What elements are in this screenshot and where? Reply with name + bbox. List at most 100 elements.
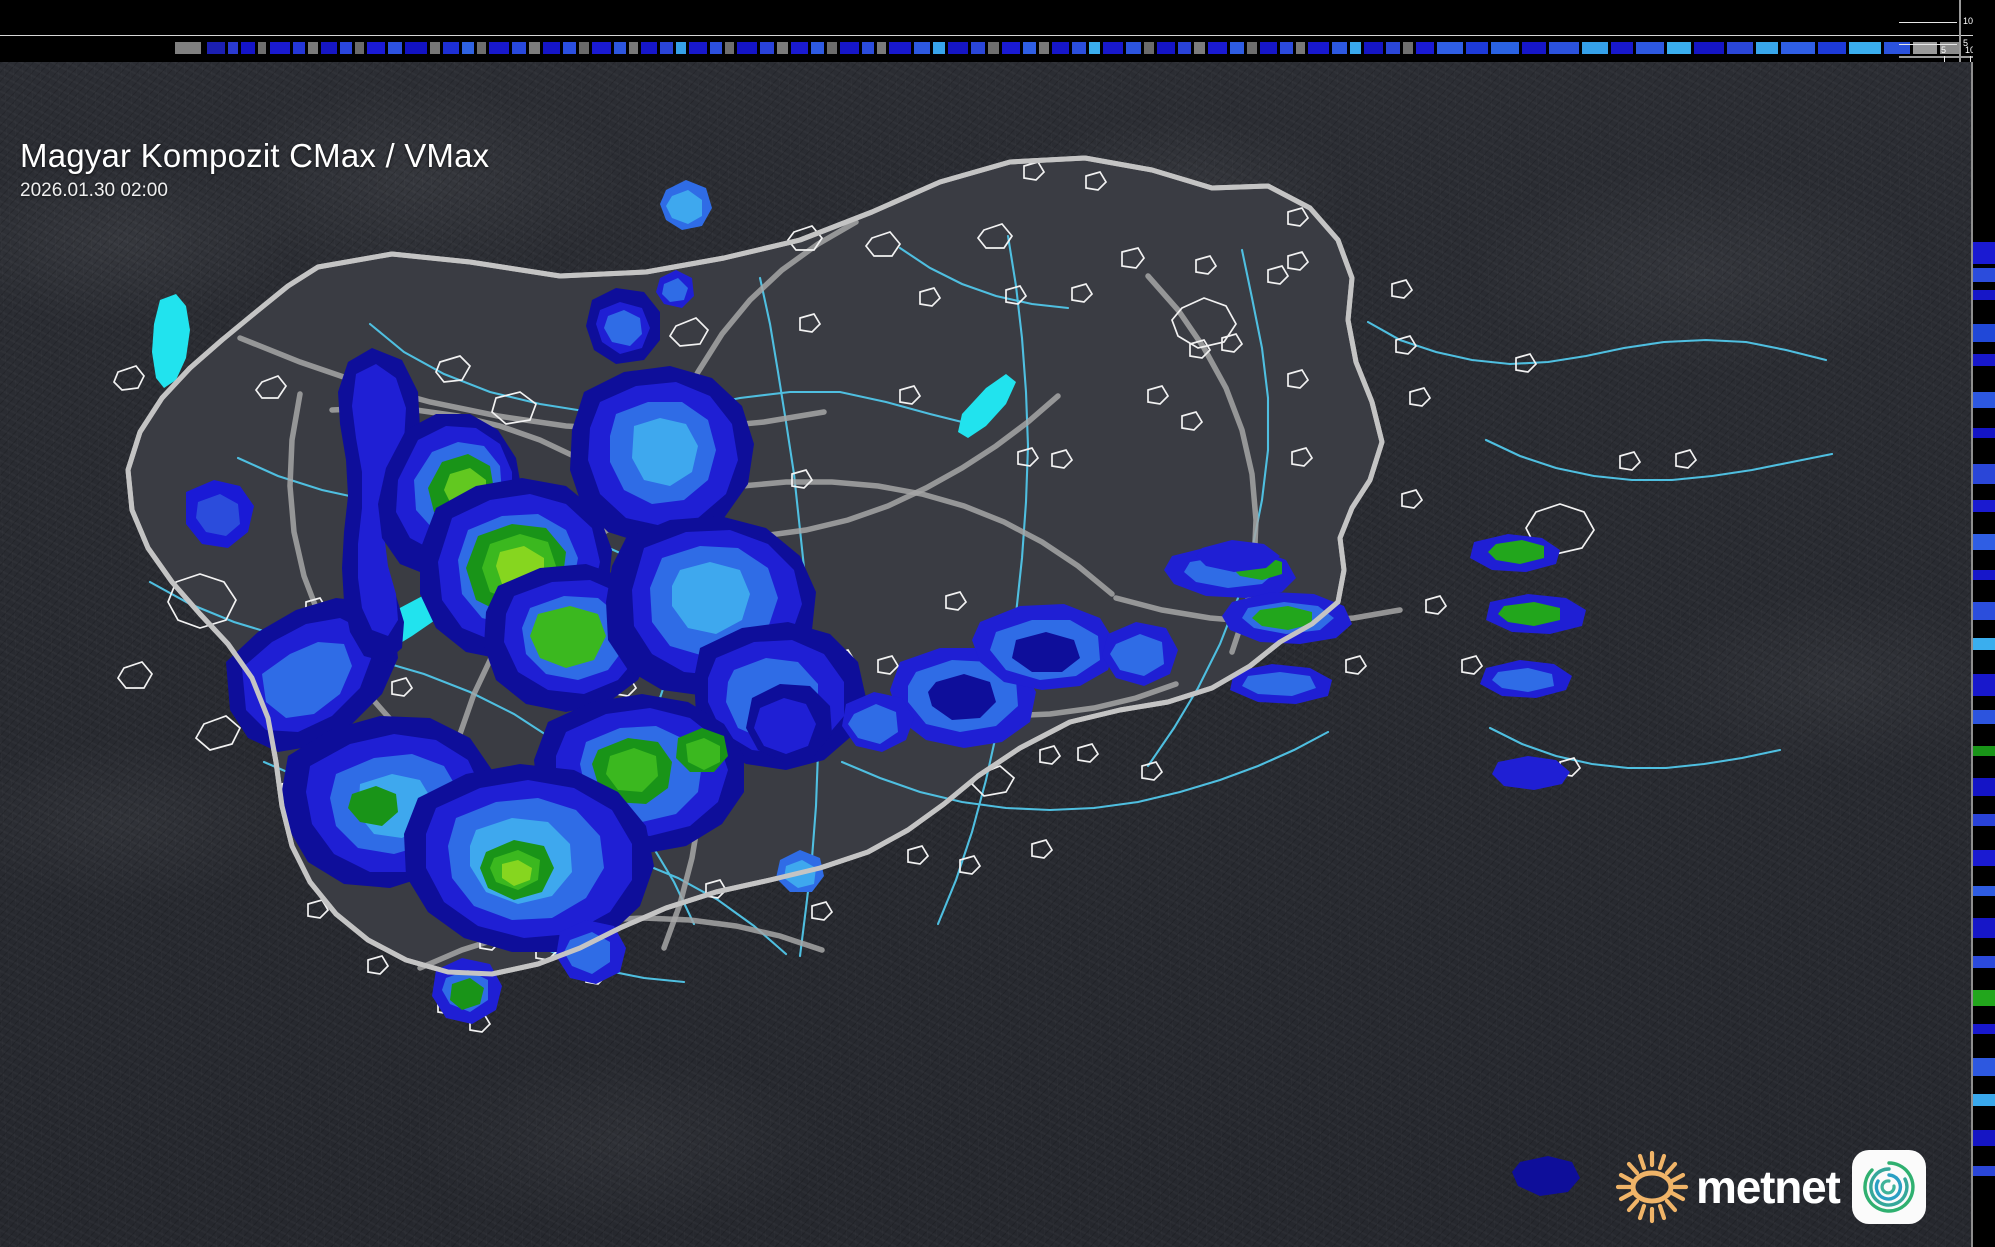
timeline-segment-33[interactable] [737,42,757,54]
timeline-segment-36[interactable] [791,42,808,54]
timeline-segment-62[interactable] [1247,42,1257,54]
timeline-segment-71[interactable] [1403,42,1413,54]
timeline-segment-78[interactable] [1582,42,1608,54]
timeline-segment-10[interactable] [355,42,364,54]
timeline-segment-58[interactable] [1178,42,1191,54]
timeline-segment-11[interactable] [367,42,385,54]
timeline-segment-22[interactable] [563,42,576,54]
timeline-segment-2[interactable] [228,42,238,54]
timeline-segment-82[interactable] [1694,42,1724,54]
timeline-segment-69[interactable] [1364,42,1383,54]
timeline-segment-88[interactable] [1884,42,1910,54]
timeline-segment-29[interactable] [676,42,686,54]
timeline-segment-75[interactable] [1491,42,1519,54]
timeline-segment-6[interactable] [293,42,305,54]
timeline-segment-50[interactable] [1039,42,1049,54]
timeline-segment-63[interactable] [1260,42,1277,54]
timeline-segment-83[interactable] [1727,42,1753,54]
range-strip-segment-24 [1973,1058,1995,1076]
timeline-segment-24[interactable] [592,42,611,54]
timeline-segment-17[interactable] [477,42,486,54]
timeline-segment-13[interactable] [405,42,427,54]
timeline-segment-31[interactable] [710,42,722,54]
timeline-segment-1[interactable] [207,42,225,54]
timeline-segment-5[interactable] [270,42,290,54]
timeline-segment-84[interactable] [1756,42,1778,54]
timeline-segment-18[interactable] [489,42,509,54]
timeline-segment-34[interactable] [760,42,774,54]
timeline-segment-0[interactable] [175,42,201,54]
timeline-segment-25[interactable] [614,42,626,54]
timeline-segment-68[interactable] [1350,42,1361,54]
timeline-segment-54[interactable] [1103,42,1123,54]
timeline-segment-65[interactable] [1296,42,1305,54]
timeline-segment-43[interactable] [914,42,930,54]
timeline-segment-12[interactable] [388,42,402,54]
timeline-segment-42[interactable] [889,42,911,54]
timeline-segment-51[interactable] [1052,42,1069,54]
timeline-segment-61[interactable] [1230,42,1244,54]
metnet-app-icon[interactable] [1851,1150,1926,1224]
timeline-segment-19[interactable] [512,42,526,54]
timeline-segment-49[interactable] [1023,42,1036,54]
timeline-segment-30[interactable] [689,42,707,54]
animation-timeline-strip[interactable] [0,36,1995,60]
timeline-segment-47[interactable] [988,42,999,54]
vertical-range-strip[interactable] [1973,62,1995,1247]
timeline-segment-79[interactable] [1611,42,1633,54]
timeline-segment-27[interactable] [641,42,657,54]
mini-plot-xtick-5 [1944,56,1945,62]
timeline-segment-73[interactable] [1437,42,1463,54]
timeline-segment-90[interactable] [1940,42,1960,54]
timeline-segment-9[interactable] [340,42,352,54]
timeline-segment-35[interactable] [777,42,788,54]
timeline-segment-28[interactable] [660,42,673,54]
timeline-segment-37[interactable] [811,42,824,54]
timeline-segment-67[interactable] [1332,42,1347,54]
timeline-segment-26[interactable] [629,42,638,54]
timeline-segment-60[interactable] [1208,42,1227,54]
timeline-segment-41[interactable] [877,42,886,54]
timeline-segment-21[interactable] [543,42,560,54]
timeline-segment-74[interactable] [1466,42,1488,54]
mini-plot-xlabel-10: 10 [1965,45,1976,55]
radar-map[interactable]: Magyar Kompozit CMax / VMax 2026.01.30 0… [0,62,1995,1247]
timeline-segment-48[interactable] [1002,42,1020,54]
timeline-segment-32[interactable] [725,42,734,54]
timeline-segment-7[interactable] [308,42,318,54]
timeline-segment-70[interactable] [1386,42,1400,54]
timeline-segment-40[interactable] [862,42,874,54]
timeline-segment-72[interactable] [1416,42,1434,54]
timeline-segment-3[interactable] [241,42,255,54]
timeline-segment-86[interactable] [1818,42,1846,54]
timeline-segment-52[interactable] [1072,42,1086,54]
range-strip-segment-7 [1973,464,1995,484]
timeline-segment-16[interactable] [462,42,474,54]
timeline-segment-4[interactable] [258,42,266,54]
timeline-segment-55[interactable] [1126,42,1141,54]
timeline-segment-81[interactable] [1667,42,1691,54]
timeline-segment-80[interactable] [1636,42,1664,54]
timeline-segment-14[interactable] [430,42,440,54]
timeline-segment-38[interactable] [827,42,837,54]
timeline-segment-76[interactable] [1522,42,1546,54]
timeline-segment-46[interactable] [971,42,985,54]
timeline-segment-20[interactable] [529,42,540,54]
timeline-segment-89[interactable] [1913,42,1937,54]
timeline-segment-59[interactable] [1194,42,1205,54]
timeline-segment-39[interactable] [840,42,859,54]
timeline-segment-23[interactable] [579,42,589,54]
timeline-segment-8[interactable] [321,42,337,54]
timeline-segment-57[interactable] [1157,42,1175,54]
timeline-segment-87[interactable] [1849,42,1881,54]
timeline-segment-56[interactable] [1144,42,1154,54]
timeline-segment-44[interactable] [933,42,945,54]
timeline-segment-64[interactable] [1280,42,1293,54]
timeline-segment-15[interactable] [443,42,459,54]
timeline-segment-66[interactable] [1308,42,1329,54]
timeline-segment-77[interactable] [1549,42,1579,54]
metnet-logo[interactable]: metnet [1612,1147,1841,1227]
timeline-segment-53[interactable] [1089,42,1100,54]
timeline-segment-45[interactable] [948,42,968,54]
timeline-segment-85[interactable] [1781,42,1815,54]
